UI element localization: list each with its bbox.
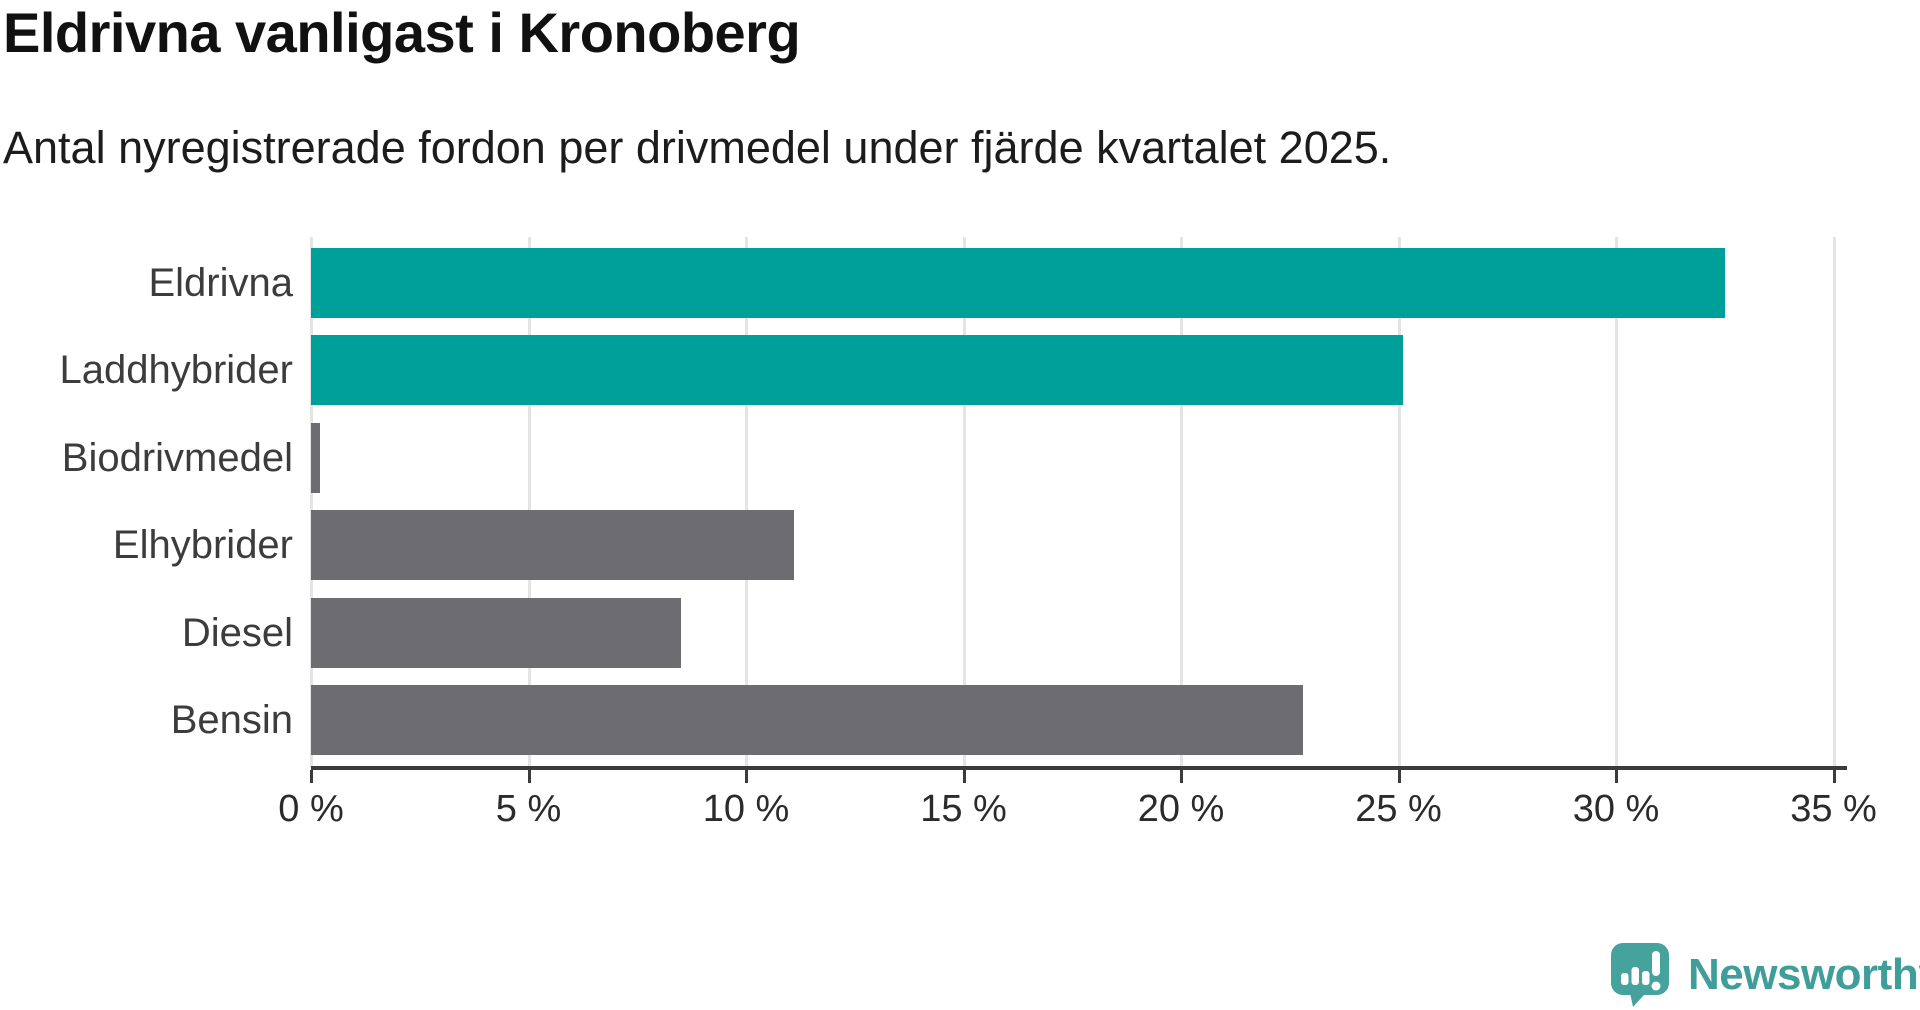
x-tick-5 <box>527 770 531 783</box>
x-tick-15 <box>962 770 966 783</box>
gridline-20 <box>1180 237 1183 768</box>
x-tick-label-10: 10 % <box>702 788 790 830</box>
gridline-5 <box>527 237 531 768</box>
x-tick-label-30: 30 % <box>1572 788 1660 830</box>
chart-title: Eldrivna vanligast i Kronoberg <box>3 1 801 64</box>
gridline-35 <box>1832 237 1836 768</box>
x-tick-label-35: 35 % <box>1790 788 1877 830</box>
gridline-10 <box>745 237 748 768</box>
x-tick-label-25: 25 % <box>1355 788 1442 830</box>
bar-eldrivna <box>311 248 1725 318</box>
newsworthy-logo: Newsworthy <box>1610 942 1920 1008</box>
x-tick-label-5: 5 % <box>495 788 562 830</box>
gridline-15 <box>962 237 966 768</box>
x-tick-label-0: 0 % <box>278 788 344 830</box>
bar-biodrivmedel <box>311 422 320 493</box>
chart-subtitle: Antal nyregistrerade fordon per drivmede… <box>3 122 1392 173</box>
x-tick-0 <box>310 770 313 783</box>
x-tick-35 <box>1832 770 1836 783</box>
gridline-30 <box>1615 237 1618 768</box>
gridline-0 <box>310 237 313 768</box>
x-tick-10 <box>745 770 748 783</box>
category-label-eldrivna: Eldrivna <box>148 261 293 305</box>
category-label-biodrivmedel: Biodrivmedel <box>61 435 293 480</box>
bar-laddhybrider <box>311 335 1403 406</box>
gridline-25 <box>1397 237 1401 768</box>
x-tick-30 <box>1615 770 1618 783</box>
bar-elhybrider <box>311 510 794 581</box>
x-tick-label-15: 15 % <box>920 788 1007 830</box>
x-tick-25 <box>1397 770 1401 783</box>
x-tick-label-20: 20 % <box>1137 788 1225 830</box>
x-axis-line <box>311 766 1847 770</box>
bar-bensin <box>311 685 1303 755</box>
category-label-laddhybrider: Laddhybrider <box>59 348 294 393</box>
category-label-elhybrider: Elhybrider <box>112 523 293 568</box>
bar-diesel <box>311 597 681 668</box>
newsworthy-icon <box>1611 943 1669 1007</box>
category-label-diesel: Diesel <box>181 610 293 655</box>
x-tick-20 <box>1180 770 1183 783</box>
newsworthy-wordmark: Newsworthy <box>1688 950 1920 999</box>
category-label-bensin: Bensin <box>170 698 293 742</box>
